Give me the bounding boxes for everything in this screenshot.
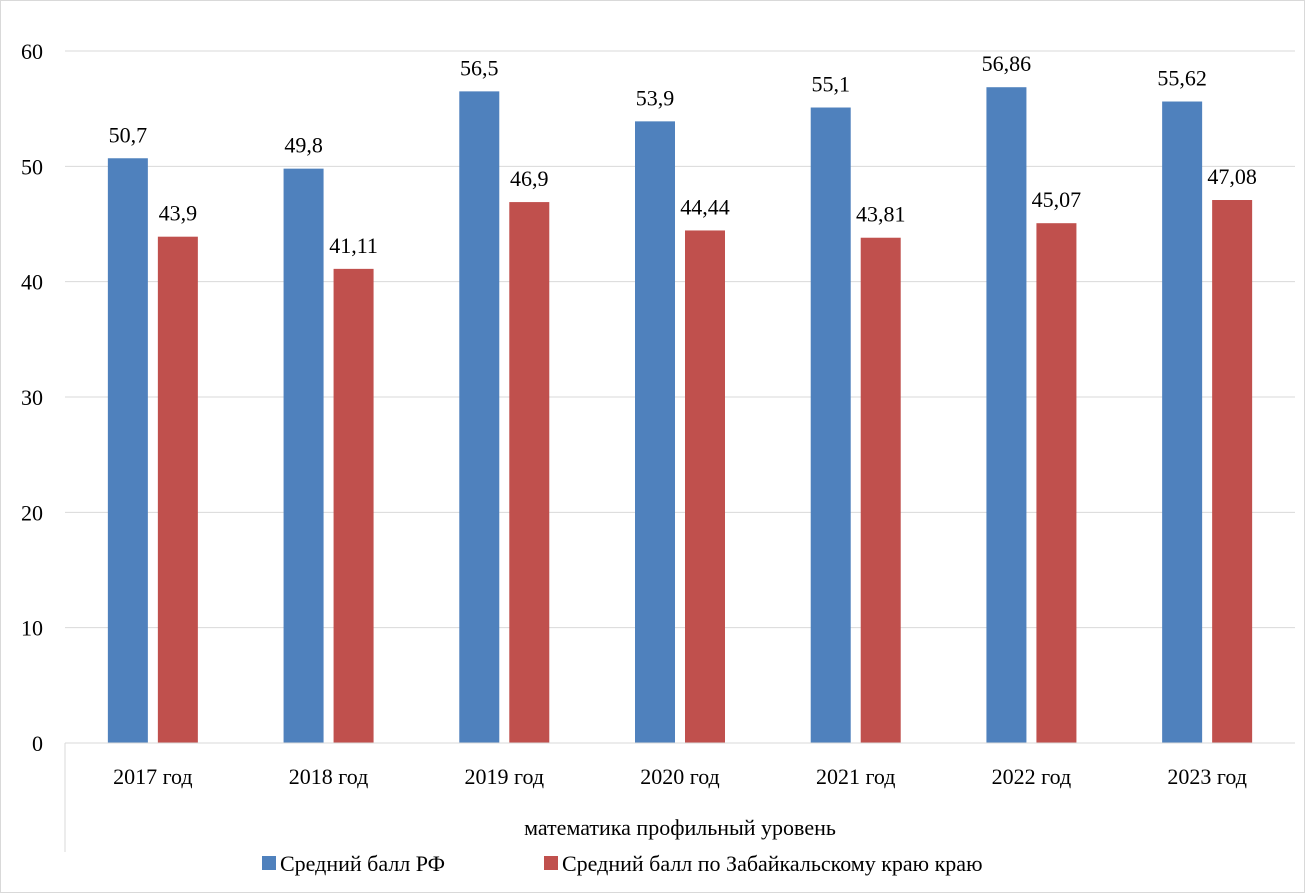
x-category-label: 2019 год — [465, 764, 545, 789]
bar-rf-1 — [283, 168, 324, 743]
y-tick-label: 40 — [21, 270, 43, 295]
legend-label-rf: Средний балл РФ — [280, 851, 445, 876]
bar-rf-6 — [1162, 101, 1203, 744]
gridlines — [65, 50, 1295, 629]
data-labels: 50,7 43,9 49,8 41,11 56,5 46,9 53,9 44,44 55,1 43… — [109, 51, 1257, 258]
data-label: 50,7 — [109, 122, 148, 147]
x-category-label: 2018 год — [289, 764, 369, 789]
bar-zabaikalsky-0 — [157, 236, 198, 744]
bar-zabaikalsky-4 — [860, 237, 901, 743]
legend: Средний балл РФ Средний балл по Забайкаль… — [262, 851, 983, 876]
bar-zabaikalsky-1 — [333, 268, 374, 743]
bar-zabaikalsky-2 — [509, 202, 550, 743]
bar-rf-4 — [810, 107, 851, 744]
data-label: 56,5 — [460, 55, 499, 80]
legend-label-zabaikalsky: Средний балл по Забайкальскому краю краю — [562, 851, 983, 876]
y-tick-label: 50 — [21, 154, 43, 179]
data-label: 53,9 — [636, 85, 675, 110]
x-category-label: 2023 год — [1167, 764, 1247, 789]
data-label: 56,86 — [982, 51, 1032, 76]
x-axis-categories: 2017 год 2018 год 2019 год 2020 год 2021 год… — [113, 764, 1247, 789]
data-label: 55,1 — [811, 72, 850, 97]
data-label: 44,44 — [680, 194, 730, 219]
y-tick-label: 20 — [21, 500, 43, 525]
bar-rf-3 — [635, 121, 675, 743]
x-axis — [64, 742, 1295, 852]
bar-zabaikalsky-3 — [685, 230, 725, 743]
bar-rf-2 — [459, 91, 500, 743]
data-label: 43,81 — [856, 202, 906, 227]
data-label: 41,11 — [329, 233, 378, 258]
data-label: 46,9 — [510, 166, 549, 191]
x-category-label: 2020 год — [640, 764, 720, 789]
data-label: 43,9 — [159, 201, 198, 226]
bar-rf-0 — [107, 158, 148, 743]
bar-zabaikalsky-6 — [1212, 200, 1253, 743]
y-axis-ticks: 0 10 20 30 40 50 60 — [21, 39, 43, 756]
data-label: 49,8 — [284, 133, 323, 158]
legend-swatch-zabaikalsky — [544, 856, 558, 870]
data-label: 47,08 — [1207, 164, 1257, 189]
legend-swatch-rf — [262, 856, 276, 870]
x-category-label: 2021 год — [816, 764, 896, 789]
bar-zabaikalsky-5 — [1036, 223, 1077, 743]
y-tick-label: 0 — [32, 731, 43, 756]
y-tick-label: 30 — [21, 385, 43, 410]
data-label: 55,62 — [1157, 66, 1207, 91]
bar-rf-5 — [986, 87, 1027, 744]
data-label: 45,07 — [1032, 187, 1082, 212]
bars — [107, 87, 1253, 744]
y-tick-label: 10 — [21, 616, 43, 641]
x-category-label: 2017 год — [113, 764, 193, 789]
x-category-label: 2022 год — [992, 764, 1072, 789]
y-tick-label: 60 — [21, 39, 43, 64]
group-label: математика профильный уровень — [524, 815, 836, 840]
